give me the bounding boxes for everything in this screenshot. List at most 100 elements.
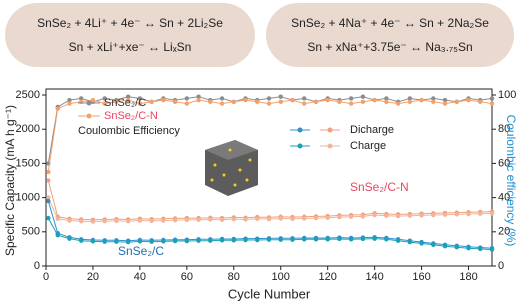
legend-marker bbox=[87, 114, 92, 119]
data-point bbox=[314, 216, 318, 220]
data-point bbox=[431, 100, 435, 104]
data-point bbox=[325, 216, 329, 220]
data-point bbox=[349, 215, 353, 219]
data-point bbox=[185, 239, 189, 243]
data-point bbox=[56, 233, 60, 237]
data-point bbox=[455, 245, 459, 249]
data-point bbox=[255, 100, 259, 104]
data-point bbox=[337, 237, 341, 241]
data-point bbox=[173, 239, 177, 243]
legend-marker bbox=[298, 144, 303, 149]
data-point bbox=[290, 217, 294, 221]
y-axis-label: Specific Capacity (mA h g⁻¹) bbox=[3, 105, 17, 256]
data-point bbox=[56, 217, 60, 221]
data-point bbox=[325, 98, 329, 102]
data-point bbox=[185, 96, 189, 100]
data-point bbox=[302, 96, 306, 100]
data-point bbox=[102, 219, 106, 223]
x-tick-label: 120 bbox=[319, 271, 337, 283]
data-point bbox=[46, 170, 50, 174]
data-point bbox=[279, 237, 283, 241]
legend-label: SnSe₂/C-N bbox=[104, 110, 158, 122]
data-point bbox=[349, 237, 353, 241]
data-point bbox=[466, 212, 470, 216]
data-point bbox=[408, 240, 412, 244]
data-point bbox=[67, 236, 71, 240]
figure: SnSe₂ + 4Li⁺ + 4e⁻ ↔ Sn + 2Li₂Se Sn + xL… bbox=[0, 0, 518, 304]
x-axis-label: Cycle Number bbox=[228, 286, 311, 301]
data-point bbox=[267, 101, 271, 105]
data-point bbox=[443, 213, 447, 217]
data-point bbox=[91, 239, 95, 243]
data-point bbox=[173, 218, 177, 222]
x-tick-label: 80 bbox=[228, 271, 240, 283]
x-tick-label: 100 bbox=[272, 271, 290, 283]
data-point bbox=[91, 219, 95, 223]
data-point bbox=[267, 237, 271, 241]
equation-box bbox=[266, 3, 514, 67]
data-point bbox=[419, 213, 423, 217]
data-point bbox=[384, 100, 388, 104]
legend-note: Coulombic Efficiency bbox=[78, 125, 180, 137]
data-point bbox=[396, 101, 400, 105]
data-point bbox=[490, 96, 494, 100]
data-point bbox=[431, 243, 435, 247]
data-point bbox=[490, 247, 494, 251]
series-line bbox=[48, 218, 492, 250]
data-point bbox=[243, 98, 247, 102]
cube-inset bbox=[205, 140, 258, 196]
legend-marker bbox=[328, 128, 333, 133]
y-tick-label: 500 bbox=[22, 226, 40, 238]
data-point bbox=[314, 100, 318, 104]
data-point bbox=[466, 98, 470, 102]
data-point bbox=[208, 100, 212, 104]
data-point bbox=[255, 217, 259, 221]
data-point bbox=[349, 96, 353, 100]
data-point bbox=[149, 219, 153, 223]
data-point bbox=[361, 214, 365, 218]
data-point bbox=[185, 218, 189, 222]
y-tick-label: 2000 bbox=[16, 123, 40, 135]
data-point bbox=[490, 101, 494, 105]
data-point bbox=[325, 237, 329, 241]
data-point bbox=[302, 101, 306, 105]
data-point bbox=[302, 216, 306, 220]
y-tick-label: 1500 bbox=[16, 157, 40, 169]
data-point bbox=[337, 100, 341, 104]
y2-axis-label: Coulombic efficiency (%) bbox=[504, 115, 518, 247]
data-point bbox=[419, 98, 423, 102]
data-point bbox=[361, 237, 365, 241]
data-point bbox=[67, 101, 71, 105]
data-point bbox=[443, 244, 447, 248]
data-point bbox=[302, 237, 306, 241]
data-point bbox=[91, 98, 95, 102]
data-point bbox=[161, 218, 165, 222]
legend-marker bbox=[298, 128, 303, 133]
data-point bbox=[196, 238, 200, 242]
legend-marker bbox=[87, 101, 92, 106]
y2-tick-label: 100 bbox=[498, 89, 516, 101]
y-tick-label: 0 bbox=[34, 260, 40, 272]
data-point bbox=[361, 95, 365, 99]
data-point bbox=[243, 238, 247, 242]
equation-box bbox=[5, 3, 255, 67]
legend-label: SnSe₂/C bbox=[104, 97, 146, 109]
equation: Sn + xNa⁺+3.75e⁻ ↔ Na₃.₇₅Sn bbox=[307, 40, 472, 54]
data-point bbox=[79, 219, 83, 223]
data-point bbox=[138, 239, 142, 243]
data-point bbox=[232, 100, 236, 104]
data-point bbox=[161, 98, 165, 102]
data-point bbox=[384, 237, 388, 241]
data-point bbox=[419, 241, 423, 245]
data-point bbox=[478, 100, 482, 104]
data-point bbox=[232, 238, 236, 242]
data-point bbox=[46, 216, 50, 220]
data-point bbox=[384, 214, 388, 218]
data-point bbox=[255, 238, 259, 242]
data-point bbox=[267, 96, 271, 100]
y-tick-label: 1000 bbox=[16, 192, 40, 204]
data-point bbox=[67, 218, 71, 222]
data-point bbox=[396, 238, 400, 242]
data-point bbox=[114, 219, 118, 223]
data-point bbox=[372, 236, 376, 240]
